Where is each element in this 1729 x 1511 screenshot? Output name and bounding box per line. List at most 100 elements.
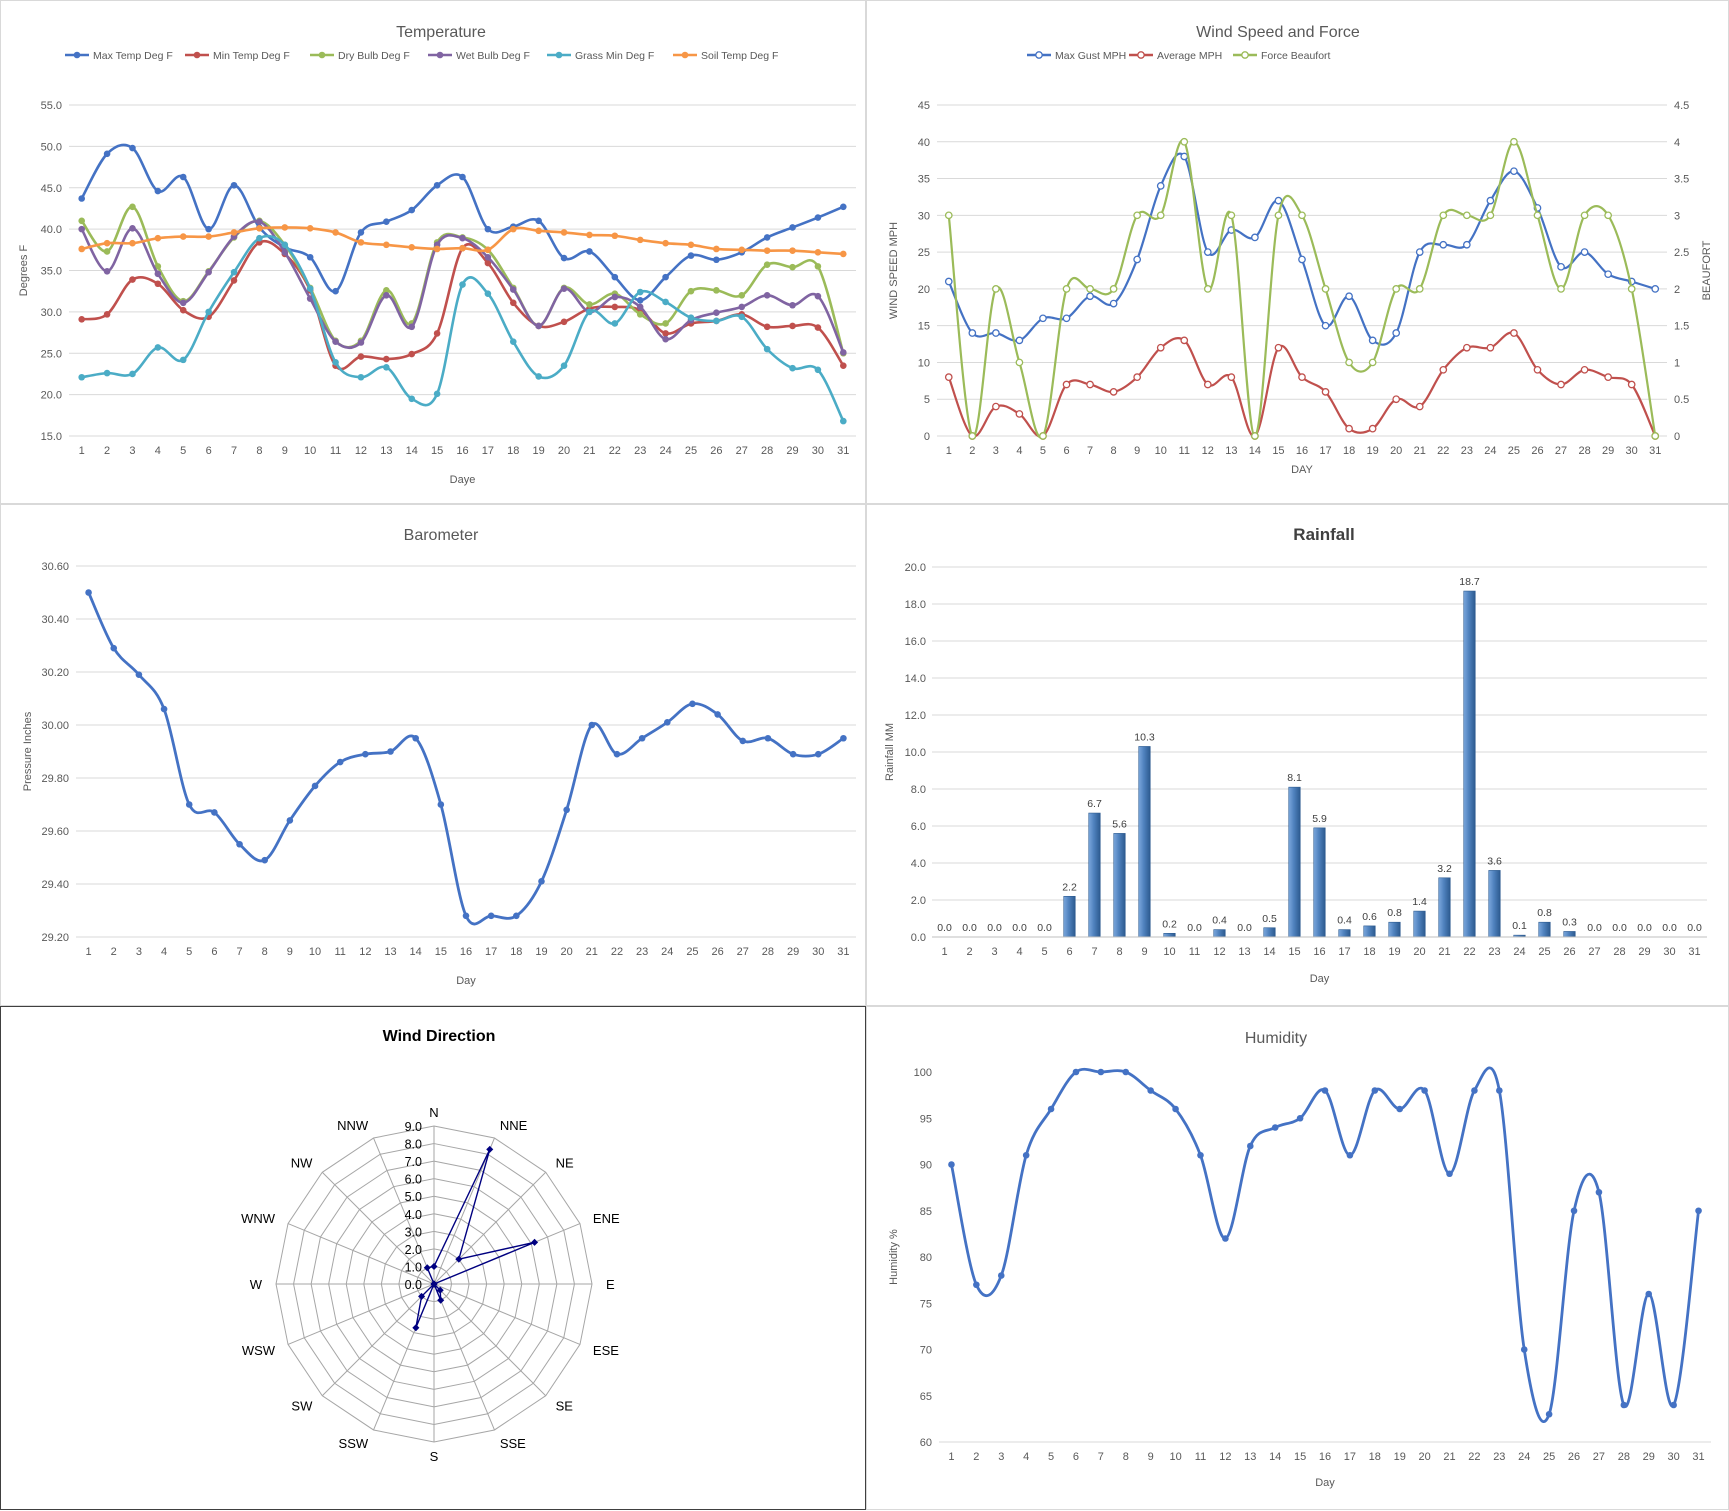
y-right-tick-label: 2.5 bbox=[1674, 247, 1689, 259]
x-tick-label: 2 bbox=[111, 946, 117, 958]
data-point-series-0 bbox=[1296, 1114, 1304, 1122]
rainfall-chart: Rainfall0.02.04.06.08.010.012.014.016.01… bbox=[884, 525, 1707, 985]
y-tick-label: 70 bbox=[920, 1345, 932, 1357]
x-tick-label: 15 bbox=[435, 946, 447, 958]
x-tick-label: 7 bbox=[231, 445, 237, 457]
radar-category-label: W bbox=[250, 1277, 263, 1292]
data-point-soil-temp-deg-f bbox=[154, 234, 162, 242]
radar-data-point bbox=[531, 1238, 539, 1246]
data-point-grass-min-deg-f bbox=[408, 395, 416, 403]
data-point-force-beaufort bbox=[1439, 211, 1448, 220]
radar-tick-label: 5.0 bbox=[405, 1190, 422, 1204]
data-point-soil-temp-deg-f bbox=[306, 224, 314, 232]
x-tick-label: 19 bbox=[535, 946, 547, 958]
chart-title: Humidity bbox=[1245, 1030, 1307, 1047]
x-tick-label: 14 bbox=[1249, 445, 1261, 457]
data-point-force-beaufort bbox=[1627, 285, 1636, 293]
data-point-force-beaufort bbox=[1203, 285, 1212, 293]
x-tick-label: 7 bbox=[1091, 946, 1097, 958]
data-point-soil-temp-deg-f bbox=[636, 236, 644, 244]
chart-title: Rainfall bbox=[1293, 525, 1354, 544]
x-tick-label: 22 bbox=[1468, 1451, 1480, 1463]
series-line-max-temp-deg-f bbox=[80, 143, 845, 302]
x-tick-label: 14 bbox=[406, 445, 418, 457]
radar-spoke bbox=[321, 1283, 435, 1397]
data-point-average-mph bbox=[1298, 373, 1306, 382]
x-tick-label: 29 bbox=[787, 946, 799, 958]
x-tick-label: 5 bbox=[186, 946, 192, 958]
x-tick-label: 20 bbox=[1418, 1451, 1430, 1463]
radar-spoke bbox=[287, 1223, 435, 1285]
data-point-force-beaufort bbox=[1015, 358, 1024, 367]
x-tick-label: 4 bbox=[1016, 445, 1022, 457]
x-tick-label: 5 bbox=[1041, 946, 1047, 958]
data-point-series-0 bbox=[997, 1272, 1005, 1279]
data-point-max-gust-mph bbox=[1651, 285, 1660, 293]
y-tick-label: 30.00 bbox=[41, 720, 69, 732]
data-point-soil-temp-deg-f bbox=[179, 233, 187, 240]
legend-swatch-marker bbox=[1035, 51, 1043, 59]
x-axis-label: Daye bbox=[450, 474, 476, 486]
x-tick-label: 3 bbox=[991, 946, 997, 958]
rainfall-bar bbox=[1213, 929, 1226, 938]
x-tick-label: 25 bbox=[685, 445, 697, 457]
data-point-min-temp-deg-f bbox=[662, 330, 669, 337]
data-point-series-0 bbox=[462, 912, 470, 920]
data-point-force-beaufort bbox=[1298, 211, 1306, 220]
legend-swatch-marker bbox=[555, 51, 563, 59]
y-tick-label: 20.0 bbox=[905, 562, 926, 574]
data-point-max-temp-deg-f bbox=[713, 256, 720, 264]
y-tick-label: 0 bbox=[924, 431, 930, 443]
y-tick-label: 20.0 bbox=[41, 390, 62, 402]
data-point-grass-min-deg-f bbox=[78, 373, 85, 381]
data-point-grass-min-deg-f bbox=[713, 317, 720, 325]
data-point-wet-bulb-deg-f bbox=[78, 225, 85, 233]
data-point-max-gust-mph bbox=[1109, 299, 1118, 308]
radar-spoke bbox=[321, 1171, 435, 1285]
wind-speed-chart-panel: Wind Speed and Force 0 5 10 15 20 25 30 35 40 45 0 0… bbox=[866, 0, 1729, 504]
data-point-series-0 bbox=[1222, 1235, 1229, 1242]
radar-spoke bbox=[433, 1283, 547, 1397]
data-point-soil-temp-deg-f bbox=[103, 239, 111, 247]
radar-tick-label: 0.0 bbox=[405, 1278, 422, 1292]
data-point-max-gust-mph bbox=[1604, 270, 1612, 279]
data-point-dry-bulb-deg-f bbox=[383, 287, 390, 294]
y-tick-label: 60 bbox=[920, 1437, 932, 1449]
data-point-max-temp-deg-f bbox=[687, 252, 695, 259]
legend-entry: Soil Temp Deg F bbox=[673, 50, 778, 62]
data-point-soil-temp-deg-f bbox=[129, 239, 136, 247]
data-point-average-mph bbox=[1557, 380, 1565, 389]
bar-data-label: 3.2 bbox=[1437, 863, 1452, 875]
legend-entry: Max Temp Deg F bbox=[65, 50, 173, 62]
data-point-grass-min-deg-f bbox=[332, 359, 339, 366]
y-tick-label: 29.40 bbox=[41, 879, 69, 891]
data-point-min-temp-deg-f bbox=[840, 362, 847, 369]
x-tick-label: 27 bbox=[1588, 946, 1600, 958]
y-tick-label: 30.20 bbox=[41, 667, 69, 679]
x-tick-label: 20 bbox=[1413, 946, 1425, 958]
data-point-series-0 bbox=[789, 750, 797, 758]
rainfall-bar bbox=[1313, 827, 1326, 938]
x-tick-label: 13 bbox=[1238, 946, 1250, 958]
data-point-average-mph bbox=[944, 373, 953, 382]
x-tick-label: 10 bbox=[1169, 1451, 1181, 1463]
data-point-average-mph bbox=[1321, 388, 1330, 396]
x-tick-label: 23 bbox=[1488, 946, 1500, 958]
x-tick-label: 28 bbox=[762, 946, 774, 958]
data-point-series-0 bbox=[1321, 1087, 1329, 1094]
x-tick-label: 7 bbox=[1098, 1451, 1104, 1463]
data-point-series-0 bbox=[437, 801, 445, 808]
x-tick-label: 11 bbox=[1195, 1451, 1206, 1463]
x-tick-label: 27 bbox=[737, 946, 749, 958]
data-point-wet-bulb-deg-f bbox=[179, 299, 187, 307]
data-point-grass-min-deg-f bbox=[814, 366, 822, 374]
x-tick-label: 23 bbox=[1461, 445, 1473, 457]
data-point-series-0 bbox=[1695, 1207, 1702, 1215]
data-point-max-temp-deg-f bbox=[662, 273, 669, 281]
x-tick-label: 14 bbox=[410, 946, 422, 958]
data-point-series-0 bbox=[362, 750, 369, 758]
data-point-wet-bulb-deg-f bbox=[814, 292, 822, 300]
x-tick-label: 6 bbox=[211, 946, 217, 958]
x-tick-label: 10 bbox=[304, 445, 316, 457]
bar-data-label: 0.2 bbox=[1162, 918, 1177, 930]
